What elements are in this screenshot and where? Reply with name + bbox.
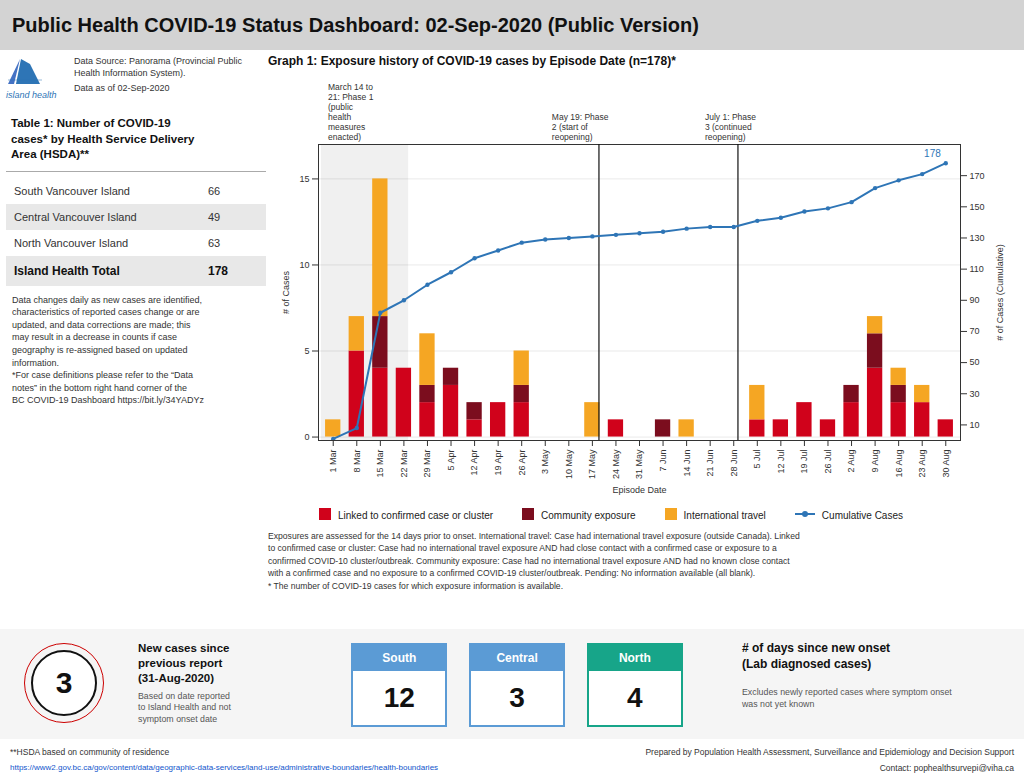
html-text:Exposures are assessed for the: Exposures are assessed for the 14 days p… (268, 531, 800, 591)
html-text:12: 12 (383, 682, 415, 713)
html-text:North Vancouver Island: North Vancouver Island (14, 236, 129, 249)
html-text:Data changes daily as new case: Data changes daily as new cases are iden… (12, 294, 204, 406)
svg-text:5 Jul: 5 Jul (752, 450, 762, 469)
svg-text:130: 130 (970, 233, 985, 243)
svg-text:29 Mar: 29 Mar (422, 450, 432, 478)
html-text:island health: island health (6, 90, 57, 100)
svg-text:0: 0 (304, 432, 309, 442)
svg-text:16 Aug: 16 Aug (894, 450, 904, 478)
html-text:Data as of 02-Sep-2020: Data as of 02-Sep-2020 (74, 83, 170, 94)
svg-text:7 Jun: 7 Jun (658, 450, 668, 472)
svg-text:10: 10 (299, 260, 309, 270)
svg-text:14 Jun: 14 Jun (681, 450, 691, 477)
svg-text:24 May: 24 May (611, 449, 621, 479)
svg-text:12 Apr: 12 Apr (469, 450, 479, 476)
html-text:3: 3 (509, 682, 525, 713)
html-text:South Vancouver Island: South Vancouver Island (14, 184, 130, 197)
svg-text:30: 30 (970, 389, 980, 399)
svg-text:12 Jul: 12 Jul (776, 450, 786, 474)
html-text:49: 49 (208, 210, 221, 223)
html-text:Contact: pophealthsurvepi@viha: Contact: pophealthsurvepi@viha.ca (879, 763, 1014, 773)
svg-text:July 1: Phase3 (continuedreope: July 1: Phase3 (continuedreopening) (705, 112, 756, 142)
html-text:Based on date reported to Isla: Based on date reported to Island Health … (138, 691, 231, 724)
svg-text:# of Cases (Cumulative): # of Cases (Cumulative) (995, 244, 1005, 341)
html-text:South: South (382, 651, 417, 665)
html-text:63: 63 (208, 236, 221, 249)
svg-text:1 Mar: 1 Mar (328, 450, 338, 473)
svg-text:28 Jun: 28 Jun (729, 450, 739, 477)
svg-text:22 Mar: 22 Mar (399, 450, 409, 478)
html-text:International travel: International travel (683, 509, 766, 521)
svg-text:23 Aug: 23 Aug (917, 450, 927, 478)
svg-text:110: 110 (970, 264, 984, 274)
svg-text:90: 90 (970, 295, 980, 305)
html-text:Linked to confirmed case or cl: Linked to confirmed case or cluster (338, 509, 494, 521)
svg-text:15: 15 (299, 174, 309, 184)
svg-text:10 May: 10 May (564, 449, 574, 479)
svg-text:21 Jun: 21 Jun (705, 450, 715, 477)
html-text:Island Health Total: Island Health Total (14, 263, 120, 278)
svg-text:31 May: 31 May (634, 449, 644, 479)
svg-text:8 Mar: 8 Mar (352, 450, 362, 473)
html-text:# of days since new onset (Lab: # of days since new onset (Lab diagnosed… (742, 641, 891, 671)
svg-text:17 May: 17 May (587, 449, 597, 479)
svg-text:150: 150 (970, 202, 985, 212)
svg-text:9 Aug: 9 Aug (870, 450, 880, 473)
svg-text:170: 170 (970, 171, 985, 181)
html-text:New cases since previous repor: New cases since previous report (31-Aug-… (138, 642, 230, 684)
svg-text:5 Apr: 5 Apr (446, 449, 456, 470)
svg-text:May 19: Phase2 (start ofreopen: May 19: Phase2 (start ofreopening) (552, 112, 609, 142)
svg-text:15 Mar: 15 Mar (375, 450, 385, 478)
html-text:Public Health COVID-19 Status: Public Health COVID-19 Status Dashboard:… (12, 14, 699, 36)
html-text:https://www2.gov.bc.ca/gov/con: https://www2.gov.bc.ca/gov/content/data/… (10, 763, 439, 772)
svg-text:19 Jul: 19 Jul (799, 450, 809, 474)
html-text:66: 66 (208, 184, 221, 197)
svg-text:26 Jul: 26 Jul (823, 450, 833, 474)
svg-text:50: 50 (970, 357, 980, 367)
svg-text:March 14 to21: Phase 1(publich: March 14 to21: Phase 1(publichealthmeasu… (328, 82, 374, 142)
html-text:Central: Central (496, 651, 538, 665)
html-text:North: North (618, 651, 651, 665)
svg-text:26 Apr: 26 Apr (517, 450, 527, 476)
html-text:Prepared by Population Health: Prepared by Population Health Assessment… (645, 747, 1014, 757)
html-text:3: 3 (55, 666, 73, 699)
svg-text:2 Aug: 2 Aug (846, 450, 856, 473)
svg-text:30 Aug: 30 Aug (941, 450, 951, 478)
html-text:Cumulative Cases: Cumulative Cases (821, 509, 903, 521)
html-text:Graph 1: Exposure history of C: Graph 1: Exposure history of COVID-19 ca… (268, 54, 676, 68)
svg-text:70: 70 (970, 326, 980, 336)
svg-text:5: 5 (304, 346, 309, 356)
html-text:4: 4 (627, 682, 643, 713)
html-text:Central Vancouver Island: Central Vancouver Island (14, 210, 137, 223)
svg-text:Episode Date: Episode Date (612, 485, 666, 495)
html-text:178: 178 (208, 263, 228, 278)
svg-text:3 May: 3 May (540, 449, 550, 474)
html-text:Table 1: Number of COVID-19 ca: Table 1: Number of COVID-19 cases* by He… (11, 117, 195, 160)
html-text:**HSDA based on community of r: **HSDA based on community of residence (10, 747, 170, 757)
svg-text:10: 10 (970, 420, 980, 430)
svg-text:# of Cases: # of Cases (281, 270, 291, 314)
svg-text:19 Apr: 19 Apr (493, 450, 503, 476)
html-text:Community exposure: Community exposure (541, 509, 636, 521)
html-text:Excludes newly reported cases: Excludes newly reported cases where symp… (742, 687, 952, 709)
html-text:Data Source: Panorama (Provinc: Data Source: Panorama (Provincial Public… (74, 56, 243, 78)
svg-text:178: 178 (924, 148, 941, 159)
